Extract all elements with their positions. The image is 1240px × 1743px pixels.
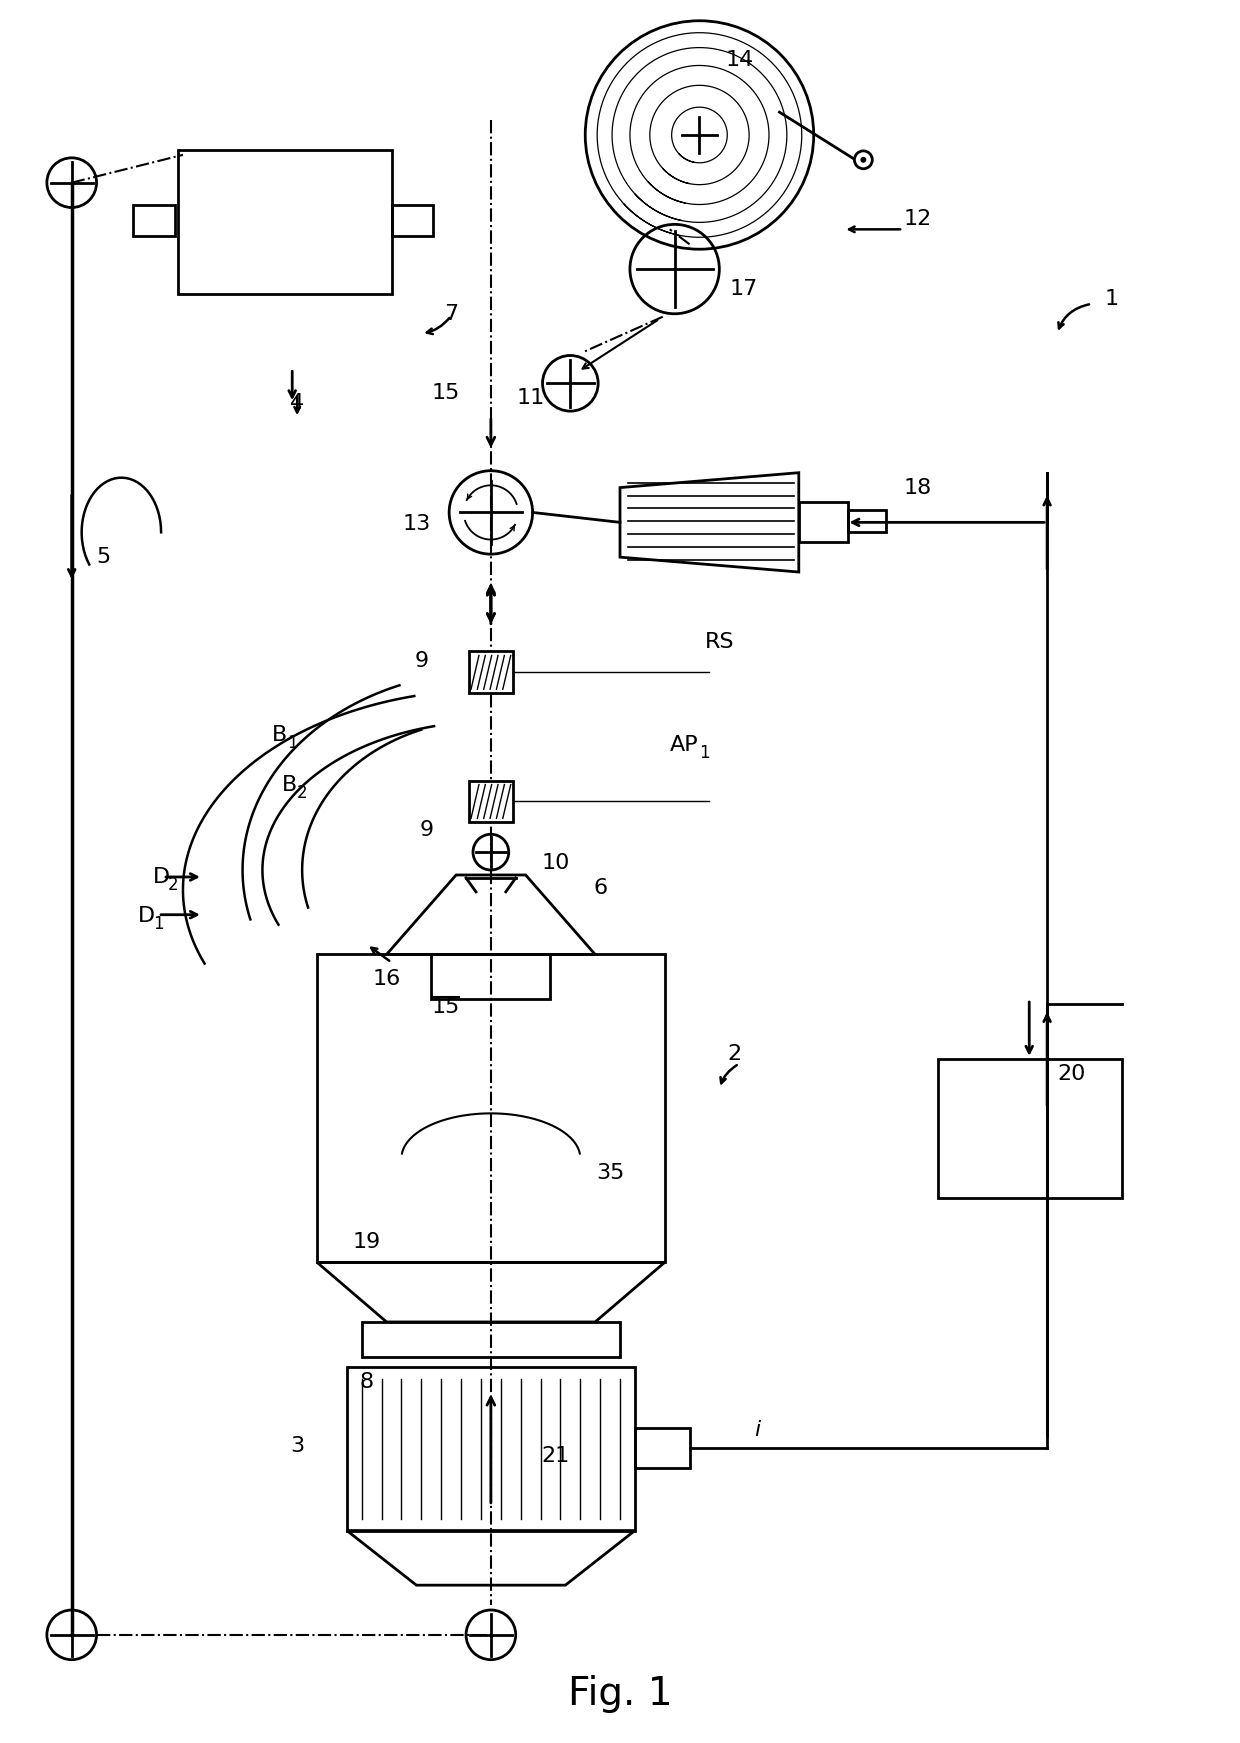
Circle shape: [861, 157, 867, 162]
Text: AP: AP: [670, 736, 698, 755]
Bar: [635, 1428, 689, 1468]
Text: D: D: [154, 866, 170, 887]
Bar: [133, 204, 175, 237]
Bar: [469, 781, 512, 823]
Bar: [432, 955, 551, 999]
Text: 6: 6: [593, 878, 608, 898]
Bar: [799, 502, 848, 542]
Text: 16: 16: [372, 969, 401, 990]
Text: 10: 10: [541, 852, 569, 873]
Text: 17: 17: [730, 279, 759, 300]
Text: 35: 35: [596, 1163, 624, 1183]
Text: 1: 1: [154, 915, 164, 933]
Text: 9: 9: [419, 821, 433, 840]
Bar: [848, 511, 887, 532]
Text: 13: 13: [402, 514, 430, 535]
Bar: [392, 204, 433, 237]
Text: 20: 20: [1058, 1063, 1086, 1084]
Text: B: B: [283, 774, 298, 795]
Text: 1: 1: [699, 744, 711, 762]
Text: 19: 19: [352, 1232, 381, 1253]
Bar: [179, 150, 392, 295]
Text: 3: 3: [290, 1436, 304, 1455]
Text: 15: 15: [432, 383, 460, 403]
Text: i: i: [754, 1421, 760, 1440]
Text: 5: 5: [97, 547, 110, 566]
Text: 2: 2: [727, 1044, 742, 1063]
Text: 21: 21: [542, 1447, 569, 1466]
Text: 2: 2: [169, 877, 179, 894]
Text: 12: 12: [904, 209, 932, 230]
Text: 9: 9: [414, 652, 428, 671]
Text: RS: RS: [704, 631, 734, 652]
Bar: [317, 955, 665, 1262]
Text: 1: 1: [288, 734, 298, 751]
Text: 1: 1: [1105, 289, 1118, 309]
Bar: [469, 652, 512, 694]
Bar: [937, 1058, 1122, 1197]
Text: 7: 7: [444, 303, 459, 324]
Text: 11: 11: [517, 389, 544, 408]
Text: Fig. 1: Fig. 1: [568, 1675, 672, 1713]
Text: 18: 18: [904, 478, 932, 497]
Text: D: D: [138, 906, 155, 926]
Text: 2: 2: [298, 784, 308, 802]
Text: 4: 4: [290, 394, 304, 413]
Text: 8: 8: [360, 1372, 373, 1391]
Text: B: B: [273, 725, 288, 744]
Text: 15: 15: [432, 997, 460, 1018]
Circle shape: [854, 152, 872, 169]
Text: 14: 14: [725, 51, 754, 70]
Bar: [347, 1367, 635, 1530]
Bar: [362, 1321, 620, 1356]
